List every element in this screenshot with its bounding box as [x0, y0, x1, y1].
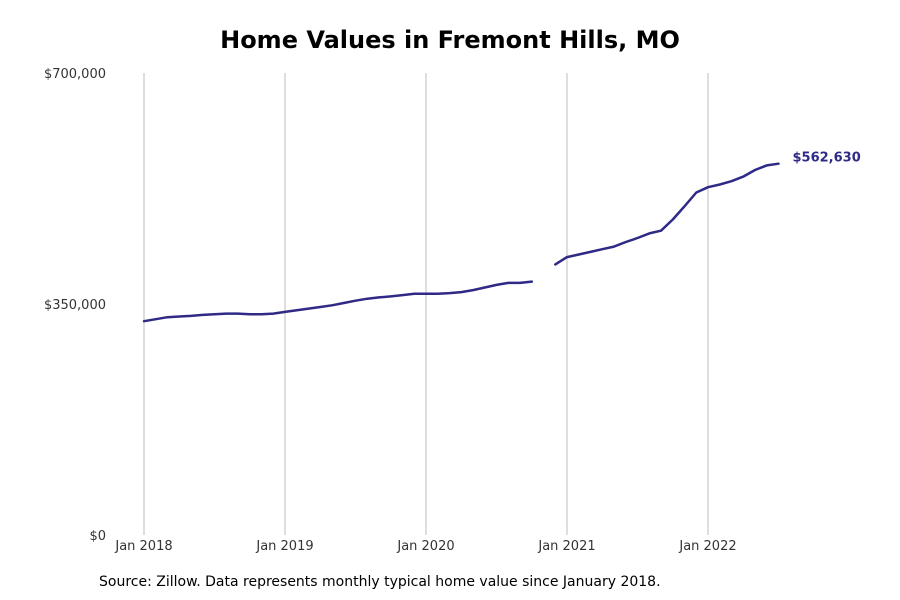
y-tick-label: $350,000: [44, 298, 106, 313]
series-line-segment: [142, 280, 534, 323]
x-tick-label: Jan 2020: [396, 539, 454, 554]
x-axis-tick-labels: Jan 2018 Jan 2019 Jan 2020 Jan 2021 Jan 2022: [114, 539, 736, 554]
x-tick-label: Jan 2019: [255, 539, 313, 554]
chart-title: Home Values in Fremont Hills, MO: [220, 26, 680, 54]
x-tick-label: Jan 2021: [537, 539, 595, 554]
end-value-label: $562,630: [793, 151, 861, 166]
end-labels: $562,630: [793, 151, 861, 166]
x-tick-label: Jan 2018: [114, 539, 172, 554]
y-axis-tick-labels: $0 $350,000 $700,000: [44, 67, 106, 544]
grid-lines: [143, 73, 709, 535]
series-line-segment: [554, 162, 780, 266]
y-tick-label: $0: [89, 529, 106, 544]
y-tick-label: $700,000: [44, 67, 106, 82]
source-note: Source: Zillow. Data represents monthly …: [99, 574, 661, 590]
series-lines: [142, 162, 780, 323]
x-tick-label: Jan 2022: [678, 539, 736, 554]
